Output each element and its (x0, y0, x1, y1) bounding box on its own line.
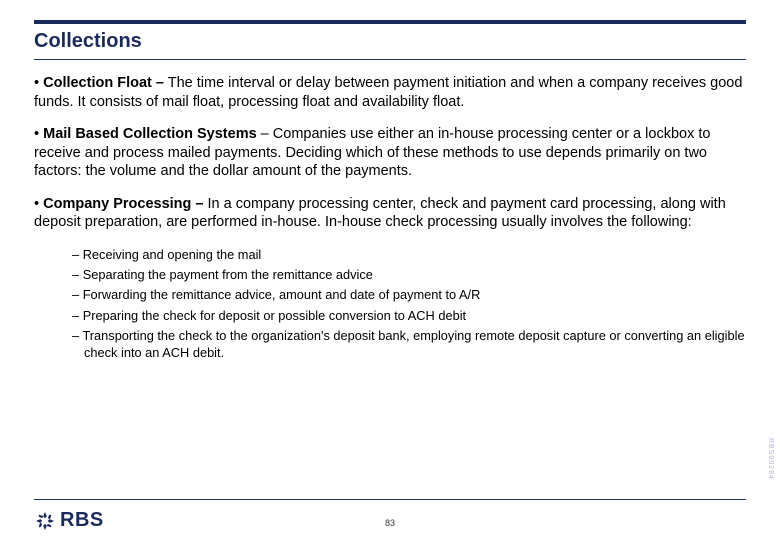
slide-title: Collections (34, 30, 746, 53)
dash-marker: – (72, 267, 83, 282)
sub-item: – Transporting the check to the organiza… (72, 327, 746, 362)
slide-container: Collections • Collection Float – The tim… (0, 0, 780, 361)
logo-text: RBS (60, 509, 104, 532)
sub-item: – Preparing the check for deposit or pos… (72, 307, 746, 324)
sub-item: – Receiving and opening the mail (72, 246, 746, 263)
bullet-lead: Company Processing – (43, 196, 203, 212)
side-code: RBS00284 (767, 438, 774, 480)
bullet-lead: Mail Based Collection Systems (43, 126, 257, 142)
dash-marker: – (72, 328, 82, 343)
sub-text: Separating the payment from the remittan… (83, 267, 373, 282)
dash-marker: – (72, 308, 83, 323)
page-number: 83 (385, 518, 395, 528)
footer-rule (34, 499, 746, 500)
bullet-lead: Collection Float – (43, 75, 164, 91)
rbs-logo: RBS (34, 509, 104, 532)
sub-text: Receiving and opening the mail (83, 247, 262, 262)
bullet-item: • Mail Based Collection Systems – Compan… (34, 125, 746, 181)
bullet-item: • Company Processing – In a company proc… (34, 195, 746, 232)
sub-text: Transporting the check to the organizati… (82, 328, 744, 360)
sub-item: – Separating the payment from the remitt… (72, 266, 746, 283)
dash-marker: – (72, 247, 83, 262)
top-rule (34, 20, 746, 24)
bullet-marker: • (34, 126, 43, 142)
sub-text: Forwarding the remittance advice, amount… (83, 287, 481, 302)
bullet-marker: • (34, 75, 43, 91)
dash-marker: – (72, 287, 83, 302)
sub-text: Preparing the check for deposit or possi… (83, 308, 466, 323)
sub-item: – Forwarding the remittance advice, amou… (72, 286, 746, 303)
bullet-item: • Collection Float – The time interval o… (34, 74, 746, 111)
sub-list: – Receiving and opening the mail – Separ… (72, 246, 746, 362)
bullet-marker: • (34, 196, 43, 212)
rbs-daisy-icon (34, 510, 56, 532)
title-underline (34, 59, 746, 60)
